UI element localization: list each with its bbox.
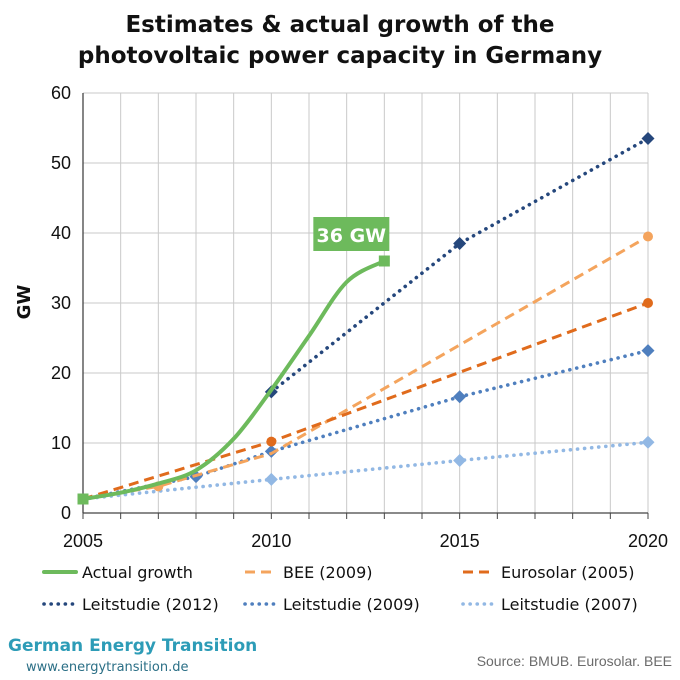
series-leitstudie-2009	[81, 344, 655, 501]
legend-label: Leitstudie (2012)	[82, 595, 219, 614]
legend-item: Leitstudie (2012)	[42, 595, 219, 614]
brand-url: www.energytransition.de	[26, 660, 188, 675]
series-line	[81, 440, 650, 501]
y-tick-label: 0	[61, 503, 71, 523]
legend-label: Actual growth	[82, 563, 193, 582]
data-point-circle	[643, 298, 653, 308]
y-tick-label: 50	[51, 153, 71, 173]
data-point-circle	[643, 231, 653, 242]
series-leitstudie-2007	[81, 435, 655, 501]
data-point-square	[378, 255, 390, 267]
series-eurosolar-2005	[82, 298, 653, 501]
chart-title-line-1: Estimates & actual growth of the	[125, 12, 554, 38]
data-point-diamond	[641, 132, 655, 145]
legend-item: Leitstudie (2009)	[243, 595, 420, 614]
y-tick-label: 30	[51, 293, 71, 313]
annotation-box	[313, 217, 390, 251]
brand-name: German Energy Transition	[8, 636, 257, 656]
series-line	[82, 235, 649, 501]
legend: Actual growth BEE (2009) Eurosolar (2005) L…	[42, 563, 638, 614]
y-tick-label: 20	[51, 363, 71, 383]
y-tick-label: 10	[51, 433, 71, 453]
y-axis-ticks: 0 10 20 30 40 50 60	[51, 83, 71, 523]
annotation-label: 36 GW	[317, 225, 387, 247]
annotations: 36 GW	[313, 217, 390, 251]
data-point-circle	[266, 436, 277, 447]
x-tick-label: 2015	[440, 531, 480, 551]
data-point-square	[77, 493, 89, 505]
legend-item: Actual growth	[42, 563, 193, 582]
legend-item: Leitstudie (2007)	[461, 595, 638, 614]
data-point-diamond	[641, 344, 655, 358]
series-line	[81, 259, 387, 501]
legend-label: BEE (2009)	[283, 563, 372, 582]
y-tick-label: 60	[51, 83, 71, 103]
legend-label: Leitstudie (2007)	[501, 595, 638, 614]
series-layer	[77, 132, 655, 505]
axes	[82, 93, 649, 519]
data-point-diamond	[453, 237, 467, 250]
data-point-diamond	[453, 454, 467, 467]
data-point-diamond	[264, 472, 278, 486]
data-point-diamond	[641, 435, 655, 449]
legend-label: Leitstudie (2009)	[283, 595, 420, 614]
legend-item: Eurosolar (2005)	[463, 563, 635, 582]
series-bee-2009	[82, 231, 653, 501]
x-axis-ticks: 2005 2010 2015 2020	[63, 531, 668, 551]
x-tick-label: 2010	[251, 531, 291, 551]
source-note: Source: BMUB. Eurosolar. BEE	[477, 653, 672, 669]
legend-label: Eurosolar (2005)	[501, 563, 635, 582]
y-tick-label: 40	[51, 223, 71, 243]
x-tick-label: 2020	[628, 531, 668, 551]
y-axis-label: GW	[14, 285, 35, 320]
data-point-diamond	[264, 444, 278, 458]
x-tick-label: 2005	[63, 531, 103, 551]
chart-title-line-2: photovoltaic power capacity in Germany	[78, 43, 602, 69]
data-point-diamond	[453, 390, 467, 404]
series-actual-growth	[77, 255, 390, 505]
legend-item: BEE (2009)	[245, 563, 372, 582]
